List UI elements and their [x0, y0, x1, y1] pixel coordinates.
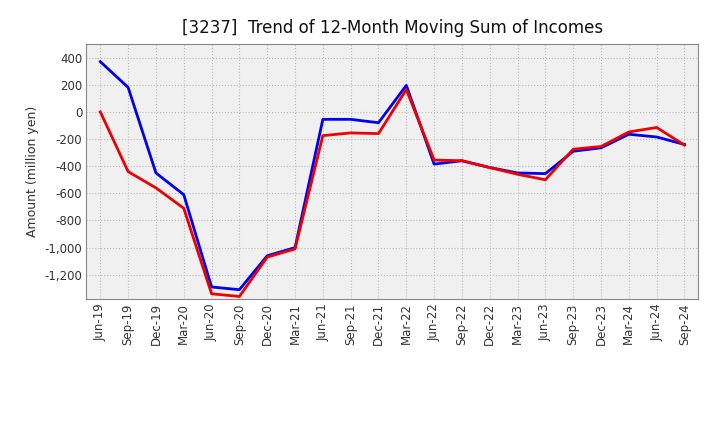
- Net Income: [569, 147, 577, 152]
- Ordinary Income: [569, 149, 577, 154]
- Ordinary Income: [430, 161, 438, 167]
- Title: [3237]  Trend of 12-Month Moving Sum of Incomes: [3237] Trend of 12-Month Moving Sum of I…: [182, 19, 603, 37]
- Ordinary Income: [513, 170, 522, 176]
- Ordinary Income: [485, 165, 494, 170]
- Net Income: [179, 205, 188, 211]
- Net Income: [458, 158, 467, 163]
- Net Income: [346, 130, 355, 136]
- Ordinary Income: [179, 192, 188, 197]
- Line: Ordinary Income: Ordinary Income: [100, 62, 685, 290]
- Ordinary Income: [597, 145, 606, 150]
- Ordinary Income: [652, 134, 661, 139]
- Ordinary Income: [291, 245, 300, 250]
- Net Income: [207, 291, 216, 297]
- Ordinary Income: [346, 117, 355, 122]
- Net Income: [597, 144, 606, 149]
- Net Income: [152, 185, 161, 191]
- Net Income: [624, 129, 633, 135]
- Ordinary Income: [374, 120, 383, 125]
- Ordinary Income: [680, 142, 689, 147]
- Ordinary Income: [624, 132, 633, 137]
- Y-axis label: Amount (million yen): Amount (million yen): [26, 106, 39, 237]
- Line: Net Income: Net Income: [100, 89, 685, 297]
- Ordinary Income: [263, 253, 271, 258]
- Legend: Ordinary Income, Net Income: Ordinary Income, Net Income: [228, 439, 557, 440]
- Ordinary Income: [152, 170, 161, 176]
- Ordinary Income: [318, 117, 327, 122]
- Net Income: [652, 125, 661, 130]
- Net Income: [513, 172, 522, 177]
- Net Income: [96, 109, 104, 114]
- Net Income: [318, 133, 327, 138]
- Ordinary Income: [124, 85, 132, 90]
- Ordinary Income: [458, 158, 467, 163]
- Net Income: [263, 254, 271, 260]
- Net Income: [402, 87, 410, 92]
- Ordinary Income: [402, 83, 410, 88]
- Net Income: [541, 177, 550, 183]
- Net Income: [291, 246, 300, 252]
- Ordinary Income: [96, 59, 104, 64]
- Ordinary Income: [235, 287, 243, 292]
- Net Income: [680, 143, 689, 148]
- Net Income: [374, 131, 383, 136]
- Net Income: [485, 165, 494, 170]
- Net Income: [235, 294, 243, 299]
- Net Income: [430, 158, 438, 163]
- Ordinary Income: [541, 171, 550, 176]
- Ordinary Income: [207, 284, 216, 290]
- Net Income: [124, 169, 132, 174]
